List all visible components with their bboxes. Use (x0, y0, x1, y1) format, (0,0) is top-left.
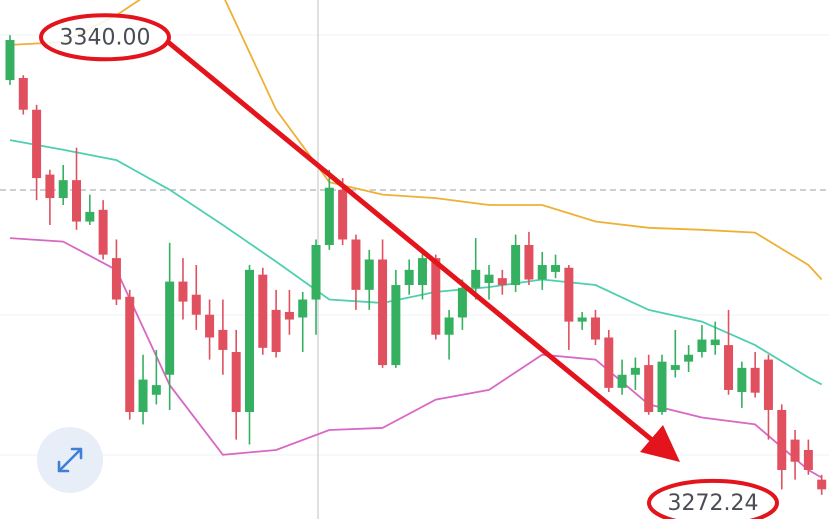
candle-body (803, 449, 813, 470)
candle-body (378, 259, 388, 366)
candle-body (85, 211, 95, 222)
candle-body (271, 309, 281, 352)
annotations: 3340.00 3272.24 (39, 13, 779, 519)
candle-body (497, 278, 507, 286)
candle-body (737, 367, 747, 393)
candle-body (324, 187, 334, 246)
candle-body (32, 109, 42, 179)
candle-body (125, 296, 135, 413)
candle-body (697, 339, 707, 352)
price-label: 3272.24 (668, 491, 759, 516)
candle-body (457, 287, 467, 318)
candle-body (444, 317, 454, 335)
candle-body (471, 269, 481, 288)
candle-body (524, 245, 534, 280)
candle-body (590, 317, 600, 340)
band-line (9, 237, 823, 479)
candle-body (763, 359, 773, 410)
candle-body (657, 361, 667, 413)
candle-body (165, 281, 175, 375)
candle-body (431, 258, 441, 335)
candle-body (5, 40, 15, 81)
candle-body (298, 299, 308, 318)
candle-body (98, 209, 108, 255)
candle-body (72, 180, 82, 222)
candle-body (311, 245, 321, 300)
plot-area (5, 0, 827, 495)
candle-body (684, 354, 694, 362)
candle-body (178, 281, 188, 302)
band-line (9, 0, 823, 281)
candle-body (404, 269, 414, 286)
candle-body (617, 374, 627, 388)
candle-body (111, 258, 121, 300)
candle-body (338, 189, 348, 240)
candle-body (138, 379, 148, 413)
candle-body (18, 77, 28, 110)
candle-body (58, 180, 68, 199)
candle-body (710, 339, 720, 346)
candle-body (604, 337, 614, 388)
candle-body (258, 274, 268, 348)
price-label: 3340.00 (60, 25, 151, 50)
candle-body (537, 265, 547, 280)
candle-body (244, 269, 254, 413)
candle-body (218, 329, 228, 350)
candle-body (284, 311, 294, 320)
expand-icon (57, 447, 83, 473)
candle-body (577, 317, 587, 322)
candle-body (724, 345, 734, 390)
candle-body (777, 409, 787, 470)
candle-body (45, 174, 55, 199)
candle-body (630, 367, 640, 375)
candle-body (205, 314, 215, 338)
candle-body (750, 367, 760, 393)
candle-body (790, 439, 800, 462)
arrow-head (640, 425, 680, 462)
candle-body (817, 479, 827, 490)
candle-body (484, 274, 494, 283)
candle-body (417, 258, 427, 286)
candle-body (644, 365, 654, 413)
candle-body (151, 385, 161, 395)
arrow-line (166, 40, 654, 442)
candle-body (191, 294, 201, 315)
candle-body (551, 265, 561, 272)
candle-body (391, 285, 401, 366)
price-circle (647, 478, 779, 519)
price-circle (39, 13, 171, 62)
candle-body (231, 351, 241, 413)
expand-button[interactable] (37, 427, 103, 493)
candle-body (364, 259, 374, 290)
candle-body (511, 245, 521, 286)
candle-body (564, 267, 574, 322)
candle-body (351, 239, 361, 290)
candle-body (670, 365, 680, 370)
